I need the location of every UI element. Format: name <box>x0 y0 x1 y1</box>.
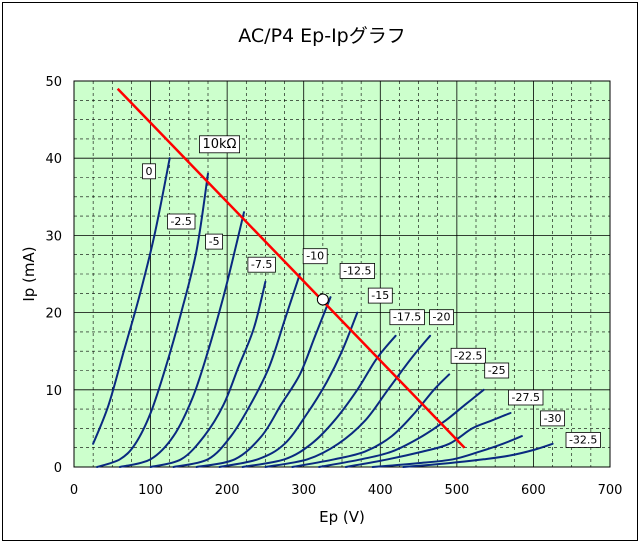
plate-curve--17.5 <box>241 334 397 468</box>
plate-curve--30 <box>371 435 523 468</box>
curve-label-text: -15 <box>371 289 389 302</box>
curve-label-text: -2.5 <box>170 215 191 228</box>
plate-curve--12.5 <box>195 296 332 468</box>
curve-label-box <box>247 256 276 273</box>
plate-curve--2.5 <box>96 172 209 468</box>
x-tick-label: 700 <box>598 483 623 498</box>
curve-label-box <box>302 248 328 265</box>
curve-label-box <box>205 233 224 250</box>
curve-label-box <box>484 362 510 379</box>
plate-curve--32.5 <box>402 442 554 468</box>
curve-label: 0 <box>142 163 156 180</box>
curve-label-text: -32.5 <box>569 433 597 446</box>
curve-label: -30 <box>540 410 565 427</box>
chart-title: AC/P4 Ep-Ipグラフ <box>238 25 406 47</box>
curve-label-text: -20 <box>433 311 451 324</box>
curve-label-text: -22.5 <box>454 349 482 362</box>
curve-label: -22.5 <box>450 347 487 364</box>
y-tick-label: 50 <box>45 75 62 90</box>
curve-label-box <box>367 287 393 304</box>
curve-label-text: -30 <box>544 412 562 425</box>
plate-curve--25 <box>318 388 485 468</box>
load-line-label-text: 10kΩ <box>202 137 236 152</box>
plate-curves <box>92 157 554 468</box>
curve-label-text: 0 <box>146 165 153 178</box>
curve-label-text: -5 <box>209 235 220 248</box>
load-line-label-box <box>199 135 240 154</box>
x-tick-label: 500 <box>444 483 469 498</box>
curve-label: -12.5 <box>339 262 376 279</box>
curve-label: -15 <box>367 287 393 304</box>
curve-label-box <box>167 213 196 230</box>
plate-curve--7.5 <box>149 280 267 468</box>
curve-label: -7.5 <box>247 256 276 273</box>
curve-label-box <box>142 163 156 180</box>
curve-label: -27.5 <box>508 389 544 406</box>
curve-label: -32.5 <box>565 432 601 448</box>
curve-label-text: -10 <box>306 250 324 263</box>
x-tick-label: 600 <box>521 483 546 498</box>
curve-label-box <box>339 262 376 279</box>
y-tick-label: 0 <box>54 461 62 476</box>
curve-label-box <box>508 389 544 406</box>
y-axis-title: Ip (mA) <box>20 246 38 301</box>
x-tick-label: 400 <box>368 483 393 498</box>
curve-label: -2.5 <box>167 213 196 230</box>
load-line-label: 10kΩ <box>199 135 240 154</box>
operating-point-marker <box>316 293 329 306</box>
load-line <box>116 87 466 449</box>
curve-label: -5 <box>205 233 224 250</box>
y-tick-label: 30 <box>45 229 62 244</box>
curve-label-text: -7.5 <box>251 258 272 271</box>
y-tick-label: 40 <box>45 152 62 167</box>
x-axis-title: Ep (V) <box>319 508 365 526</box>
curve-label: -25 <box>484 362 510 379</box>
curve-label-box <box>389 309 425 326</box>
x-tick-label: 200 <box>215 483 240 498</box>
axis-ticks: 0 100 200 300 400 500 600 700 0 10 20 30 40 50 <box>45 75 622 498</box>
curve-label-text: -25 <box>488 364 506 377</box>
curve-label-text: -27.5 <box>512 391 540 404</box>
curve-label-box <box>540 410 565 427</box>
x-tick-label: 0 <box>70 483 78 498</box>
plate-curve--10 <box>172 273 301 468</box>
curve-label-box <box>565 432 601 448</box>
x-tick-label: 300 <box>291 483 316 498</box>
load-line-group <box>116 87 466 449</box>
plate-curve-0 <box>92 157 171 445</box>
plate-curve--15 <box>218 311 359 468</box>
curve-label: -10 <box>302 248 328 265</box>
curve-label: -17.5 <box>389 309 425 326</box>
y-tick-label: 10 <box>45 384 62 399</box>
curve-label-box <box>429 309 455 326</box>
plate-curve--22.5 <box>291 373 451 468</box>
x-tick-label: 100 <box>138 483 163 498</box>
plate-curve--27.5 <box>344 412 512 468</box>
curve-label-text: -12.5 <box>343 264 371 277</box>
curve-label-box <box>450 347 487 364</box>
plate-curve--20 <box>264 334 432 468</box>
curve-label: -20 <box>429 309 455 326</box>
y-tick-label: 20 <box>45 307 62 322</box>
plot-border <box>73 80 611 468</box>
curve-labels: 0 -2.5 -5 -7.5 -10 -12.5-15 -17.5 -20 -22.5 -25 -2… <box>142 135 601 448</box>
curve-label-text: -17.5 <box>393 311 421 324</box>
plate-curve--5 <box>118 211 245 468</box>
